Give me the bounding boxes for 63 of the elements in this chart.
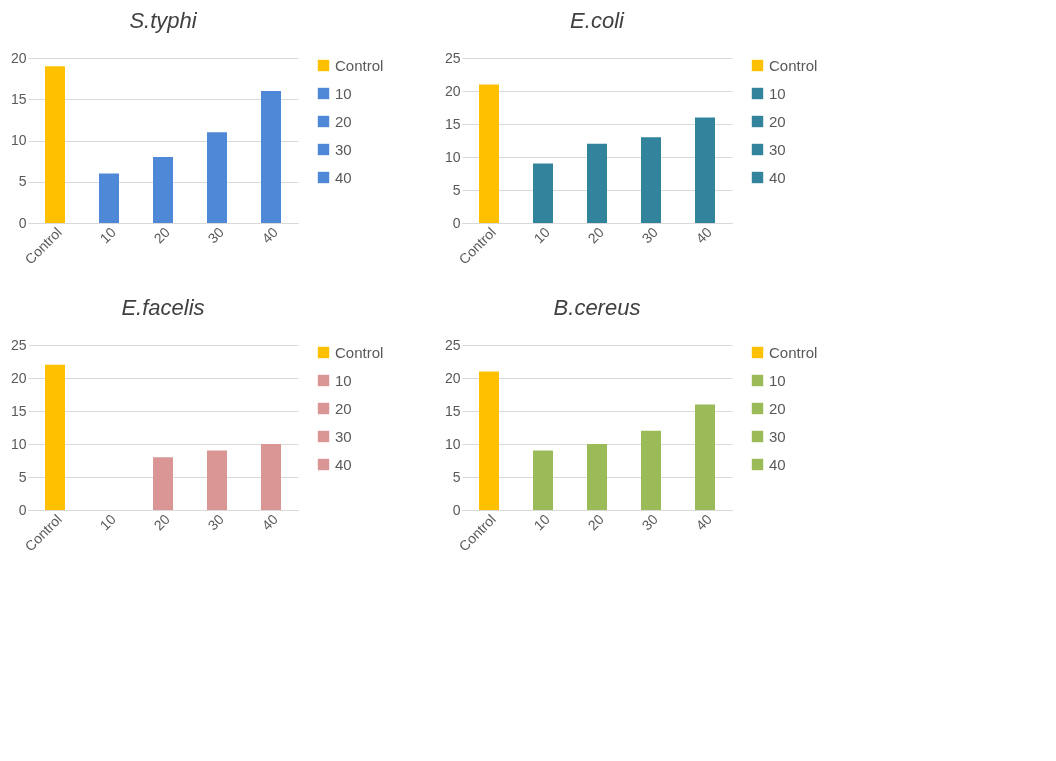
legend-label: Control <box>335 343 384 361</box>
legend-label: 10 <box>769 371 786 389</box>
legend-label: 40 <box>769 455 786 473</box>
y-tick-label: 0 <box>18 501 27 518</box>
y-tick-label: 0 <box>452 214 461 231</box>
chart-title: E.facelis <box>121 295 205 320</box>
legend-label: Control <box>335 56 384 74</box>
y-tick-label: 10 <box>10 132 27 148</box>
x-tick-label: 10 <box>530 510 554 534</box>
legend-label: 40 <box>335 455 352 473</box>
x-tick-label: 30 <box>204 223 228 247</box>
x-tick-label: 20 <box>584 223 608 247</box>
x-tick-label: 30 <box>638 510 662 534</box>
y-tick-label: 10 <box>444 435 461 452</box>
y-tick-label: 0 <box>452 501 461 518</box>
y-tick-label: 5 <box>452 468 461 485</box>
y-tick-label: 15 <box>444 402 461 419</box>
legend-label: 30 <box>769 427 786 445</box>
x-tick-label: 10 <box>96 510 120 534</box>
x-tick-label: 30 <box>204 510 228 534</box>
legend-label: Control <box>769 56 818 74</box>
y-tick-label: 20 <box>10 369 27 386</box>
y-tick-label: 5 <box>452 181 461 198</box>
legend-label: 30 <box>335 140 352 158</box>
legend-label: 30 <box>335 427 352 445</box>
x-tick-label: 10 <box>530 223 554 247</box>
legend-label: 30 <box>769 140 786 158</box>
x-tick-label: 20 <box>150 223 174 247</box>
y-tick-label: 10 <box>444 148 461 165</box>
y-tick-label: 20 <box>444 369 461 386</box>
legend-label: 20 <box>335 112 352 130</box>
legend-label: 40 <box>769 168 786 186</box>
y-tick-label: 5 <box>18 468 27 485</box>
y-tick-label: 0 <box>18 214 27 231</box>
x-tick-label: 20 <box>584 510 608 534</box>
y-tick-label: 15 <box>444 115 461 132</box>
legend-label: Control <box>769 343 818 361</box>
legend-label: 10 <box>335 84 352 102</box>
x-tick-label: 40 <box>258 223 282 247</box>
y-tick-label: 20 <box>10 49 27 66</box>
y-tick-label: 15 <box>10 402 27 419</box>
y-tick-label: 25 <box>444 336 461 353</box>
legend-label: 10 <box>769 84 786 102</box>
chart-title: B.cereus <box>553 295 641 320</box>
legend-label: 20 <box>335 399 352 417</box>
legend-label: 20 <box>769 399 786 417</box>
y-tick-label: 25 <box>10 336 27 353</box>
y-tick-label: 20 <box>444 82 461 99</box>
legend-label: 10 <box>335 371 352 389</box>
y-tick-label: 25 <box>444 49 461 66</box>
y-tick-label: 5 <box>18 173 27 190</box>
x-tick-label: 40 <box>258 510 282 534</box>
legend-label: 40 <box>335 168 352 186</box>
x-tick-label: 20 <box>150 510 174 534</box>
y-tick-label: 10 <box>10 435 27 452</box>
x-tick-label: 40 <box>692 510 716 534</box>
y-tick-label: 15 <box>10 90 27 107</box>
chart-title: E.coli <box>570 8 626 33</box>
x-tick-label: 10 <box>96 223 120 247</box>
chart-title: S.typhi <box>129 8 198 33</box>
x-tick-label: 40 <box>692 223 716 247</box>
x-tick-label: 30 <box>638 223 662 247</box>
legend-label: 20 <box>769 112 786 130</box>
